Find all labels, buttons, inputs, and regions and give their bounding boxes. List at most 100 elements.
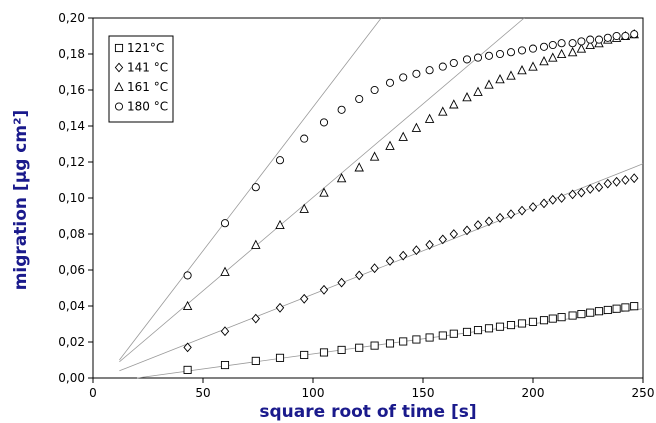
x-tick-label: 100 xyxy=(302,386,325,400)
x-tick-label: 250 xyxy=(632,386,655,400)
data-point-series-1 xyxy=(495,322,505,331)
data-point-series-1 xyxy=(300,350,309,360)
data-point-series-1 xyxy=(449,329,458,338)
data-point-series-4 xyxy=(251,183,260,192)
data-point-series-1 xyxy=(539,316,549,325)
data-point-series-4 xyxy=(612,31,621,41)
legend-label: 121°C xyxy=(127,41,164,55)
data-point-series-1 xyxy=(577,310,586,319)
data-point-series-1 xyxy=(275,353,285,362)
data-point-series-4 xyxy=(183,271,192,280)
data-point-series-2 xyxy=(568,189,577,200)
data-point-series-3 xyxy=(539,56,549,66)
data-point-series-2 xyxy=(603,178,612,189)
data-point-series-1 xyxy=(612,304,621,313)
data-point-series-1 xyxy=(355,343,364,352)
data-point-series-1 xyxy=(220,360,230,370)
data-point-series-4 xyxy=(495,49,505,59)
data-point-series-4 xyxy=(275,156,285,165)
fit-line-2 xyxy=(119,163,644,372)
data-point-series-4 xyxy=(300,134,309,143)
data-point-series-1 xyxy=(412,335,421,344)
data-points xyxy=(182,29,639,374)
data-point-series-3 xyxy=(319,187,329,197)
data-point-series-1 xyxy=(337,345,346,354)
data-point-series-4 xyxy=(517,46,527,55)
y-tick-label: 0,02 xyxy=(58,335,85,349)
y-tick-label: 0,14 xyxy=(58,119,85,133)
x-tick-label: 200 xyxy=(522,386,545,400)
legend-marker xyxy=(114,43,124,53)
data-point-series-2 xyxy=(586,184,595,194)
data-point-series-3 xyxy=(484,79,494,89)
data-point-series-1 xyxy=(251,356,260,365)
data-point-series-3 xyxy=(220,266,230,276)
data-point-series-3 xyxy=(424,113,435,123)
data-point-series-4 xyxy=(484,51,494,60)
data-point-series-4 xyxy=(462,55,472,64)
data-point-series-1 xyxy=(621,303,630,312)
data-point-series-3 xyxy=(473,86,483,96)
data-point-series-2 xyxy=(425,239,434,250)
data-point-series-3 xyxy=(528,61,538,71)
y-tick-label: 0,16 xyxy=(58,83,85,97)
data-point-series-2 xyxy=(577,187,586,198)
data-point-series-1 xyxy=(183,365,192,374)
data-point-series-3 xyxy=(462,92,472,102)
x-tick-label: 0 xyxy=(89,386,97,400)
data-point-series-4 xyxy=(473,53,483,62)
data-point-series-2 xyxy=(539,198,549,209)
legend-marker xyxy=(114,102,124,111)
data-point-series-4 xyxy=(557,39,566,48)
data-point-series-2 xyxy=(300,293,309,304)
legend-label: 141 °C xyxy=(127,61,168,75)
data-point-series-2 xyxy=(621,175,630,185)
x-axis-ticks: 0 50 100 150 200 250 xyxy=(89,378,654,400)
data-point-series-1 xyxy=(438,331,447,340)
data-point-series-4 xyxy=(630,30,639,39)
data-point-series-3 xyxy=(385,140,395,150)
data-point-series-4 xyxy=(399,73,408,82)
data-point-series-3 xyxy=(506,70,516,80)
data-point-series-4 xyxy=(577,37,586,46)
legend-label: 180 °C xyxy=(127,100,168,114)
data-point-series-1 xyxy=(506,321,516,330)
data-point-series-3 xyxy=(567,47,578,57)
x-tick-label: 50 xyxy=(195,386,210,400)
data-point-series-2 xyxy=(557,193,566,203)
data-point-series-1 xyxy=(603,305,612,315)
y-tick-label: 0,12 xyxy=(58,155,85,169)
data-point-series-3 xyxy=(275,219,285,230)
y-axis-title: migration [µg cm²] xyxy=(11,110,31,291)
data-point-series-2 xyxy=(495,212,505,223)
data-point-series-2 xyxy=(548,194,557,205)
data-point-series-3 xyxy=(548,52,558,62)
data-point-series-3 xyxy=(556,48,567,59)
y-tick-label: 0,10 xyxy=(58,191,85,205)
data-point-series-3 xyxy=(369,151,380,161)
data-point-series-4 xyxy=(594,35,604,44)
data-point-series-1 xyxy=(586,308,595,317)
data-point-series-1 xyxy=(630,302,639,311)
y-tick-label: 0,04 xyxy=(58,299,85,313)
data-point-series-2 xyxy=(385,256,395,266)
data-point-series-4 xyxy=(220,219,230,228)
data-point-series-1 xyxy=(484,324,494,333)
data-point-series-1 xyxy=(399,337,408,346)
data-point-series-2 xyxy=(594,182,604,193)
legend-marker xyxy=(114,62,124,73)
data-point-series-2 xyxy=(517,205,527,216)
y-tick-label: 0,06 xyxy=(58,263,85,277)
y-axis-ticks: 0,00 0,02 0,04 0,06 0,08 0,10 0,12 0,14 0,16 0,18… xyxy=(58,11,93,385)
data-point-series-1 xyxy=(517,319,527,328)
fit-line-4 xyxy=(119,17,382,361)
data-point-series-3 xyxy=(585,39,595,50)
data-point-series-4 xyxy=(621,31,630,41)
data-point-series-3 xyxy=(576,43,587,53)
data-point-series-1 xyxy=(473,326,483,335)
data-point-series-4 xyxy=(603,33,612,42)
data-point-series-2 xyxy=(506,209,516,220)
data-point-series-2 xyxy=(251,313,260,324)
data-point-series-1 xyxy=(319,348,329,357)
